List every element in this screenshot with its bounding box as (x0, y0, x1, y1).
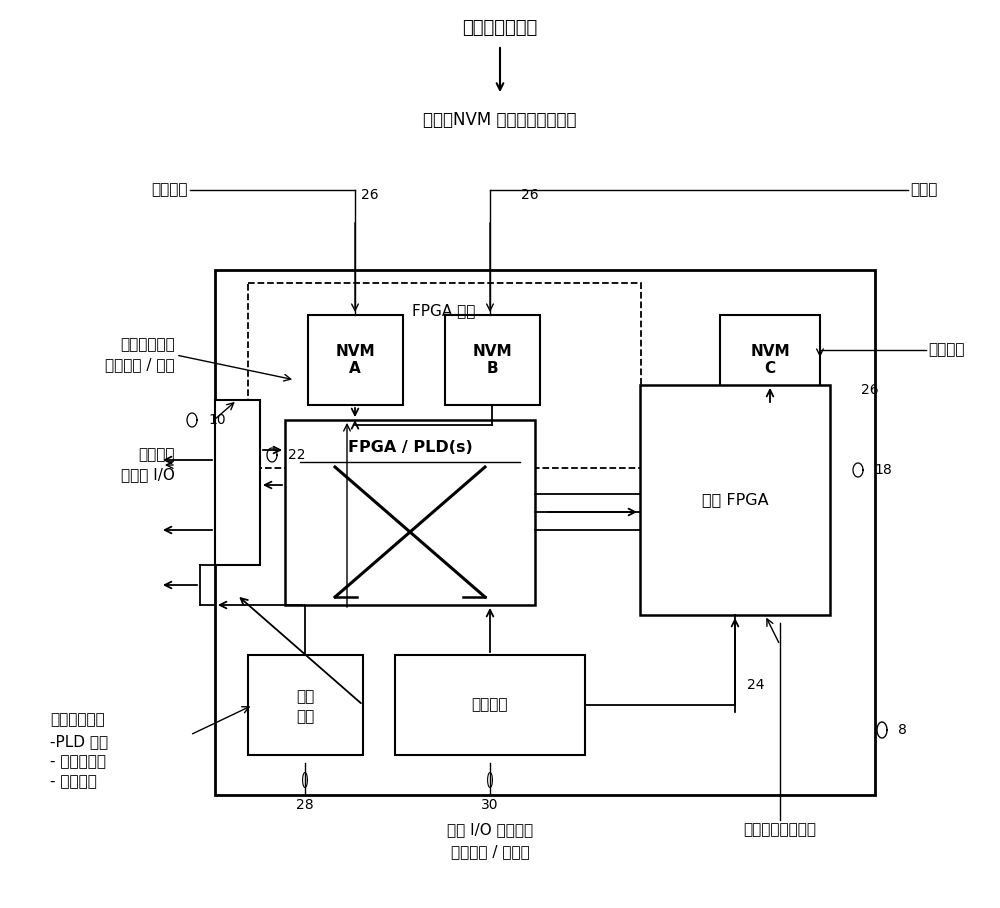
Text: 实现，例如：: 实现，例如： (50, 713, 105, 727)
Text: 注意：NVM 可以进行物理组合: 注意：NVM 可以进行物理组合 (423, 111, 577, 129)
Text: NVM
B: NVM B (472, 344, 512, 376)
Bar (215, 270, 875, 795)
Bar (720, 315, 820, 405)
Text: 功能: 功能 (296, 709, 314, 725)
Text: 28: 28 (296, 798, 314, 812)
Text: 辅助: 辅助 (296, 689, 314, 705)
Text: 可以通过主板: 可以通过主板 (120, 338, 175, 352)
Bar (280, 305, 415, 610)
Bar (248, 283, 641, 468)
Bar (640, 385, 830, 615)
Text: 逻辑 FPGA: 逻辑 FPGA (702, 492, 768, 508)
Text: 24: 24 (747, 678, 765, 692)
Text: 22: 22 (288, 448, 306, 462)
Bar (215, 400, 260, 565)
Bar (308, 315, 403, 405)
Text: 非易失性存储器: 非易失性存储器 (462, 19, 538, 37)
Text: - 电源监控: - 电源监控 (50, 775, 97, 789)
Text: 26: 26 (521, 188, 539, 202)
Text: FPGA 子板: FPGA 子板 (412, 303, 476, 319)
Text: 进行编程 / 检查: 进行编程 / 检查 (105, 358, 175, 372)
Text: 仅数字 I/O: 仅数字 I/O (121, 468, 175, 482)
Bar (248, 655, 363, 755)
Bar (285, 420, 535, 605)
Text: 26: 26 (861, 383, 879, 397)
Text: 30: 30 (481, 798, 499, 812)
Text: 10: 10 (208, 413, 226, 427)
Text: 26: 26 (361, 188, 379, 202)
Text: 到主板，: 到主板， (138, 448, 175, 462)
Text: 所有 I/O 都被配置: 所有 I/O 都被配置 (447, 823, 533, 837)
Text: 参考値: 参考値 (910, 183, 937, 198)
Text: 为输入和 / 或输出: 为输入和 / 或输出 (451, 844, 529, 860)
Text: 开关配置: 开关配置 (152, 183, 188, 198)
Text: NVM
C: NVM C (750, 344, 790, 376)
Text: 本地电源: 本地电源 (472, 697, 508, 713)
Text: - 完整性检查: - 完整性检查 (50, 755, 106, 769)
Text: FPGA / PLD(s): FPGA / PLD(s) (348, 440, 472, 456)
Text: 所有引脚定义明确: 所有引脚定义明确 (744, 823, 816, 837)
Text: 18: 18 (874, 463, 892, 477)
Bar (445, 315, 540, 405)
Text: NVM
A: NVM A (335, 344, 375, 376)
Bar (395, 655, 585, 755)
Text: 逻辑定义: 逻辑定义 (928, 342, 964, 358)
Text: 8: 8 (898, 723, 907, 737)
Text: -PLD 配置: -PLD 配置 (50, 735, 108, 749)
